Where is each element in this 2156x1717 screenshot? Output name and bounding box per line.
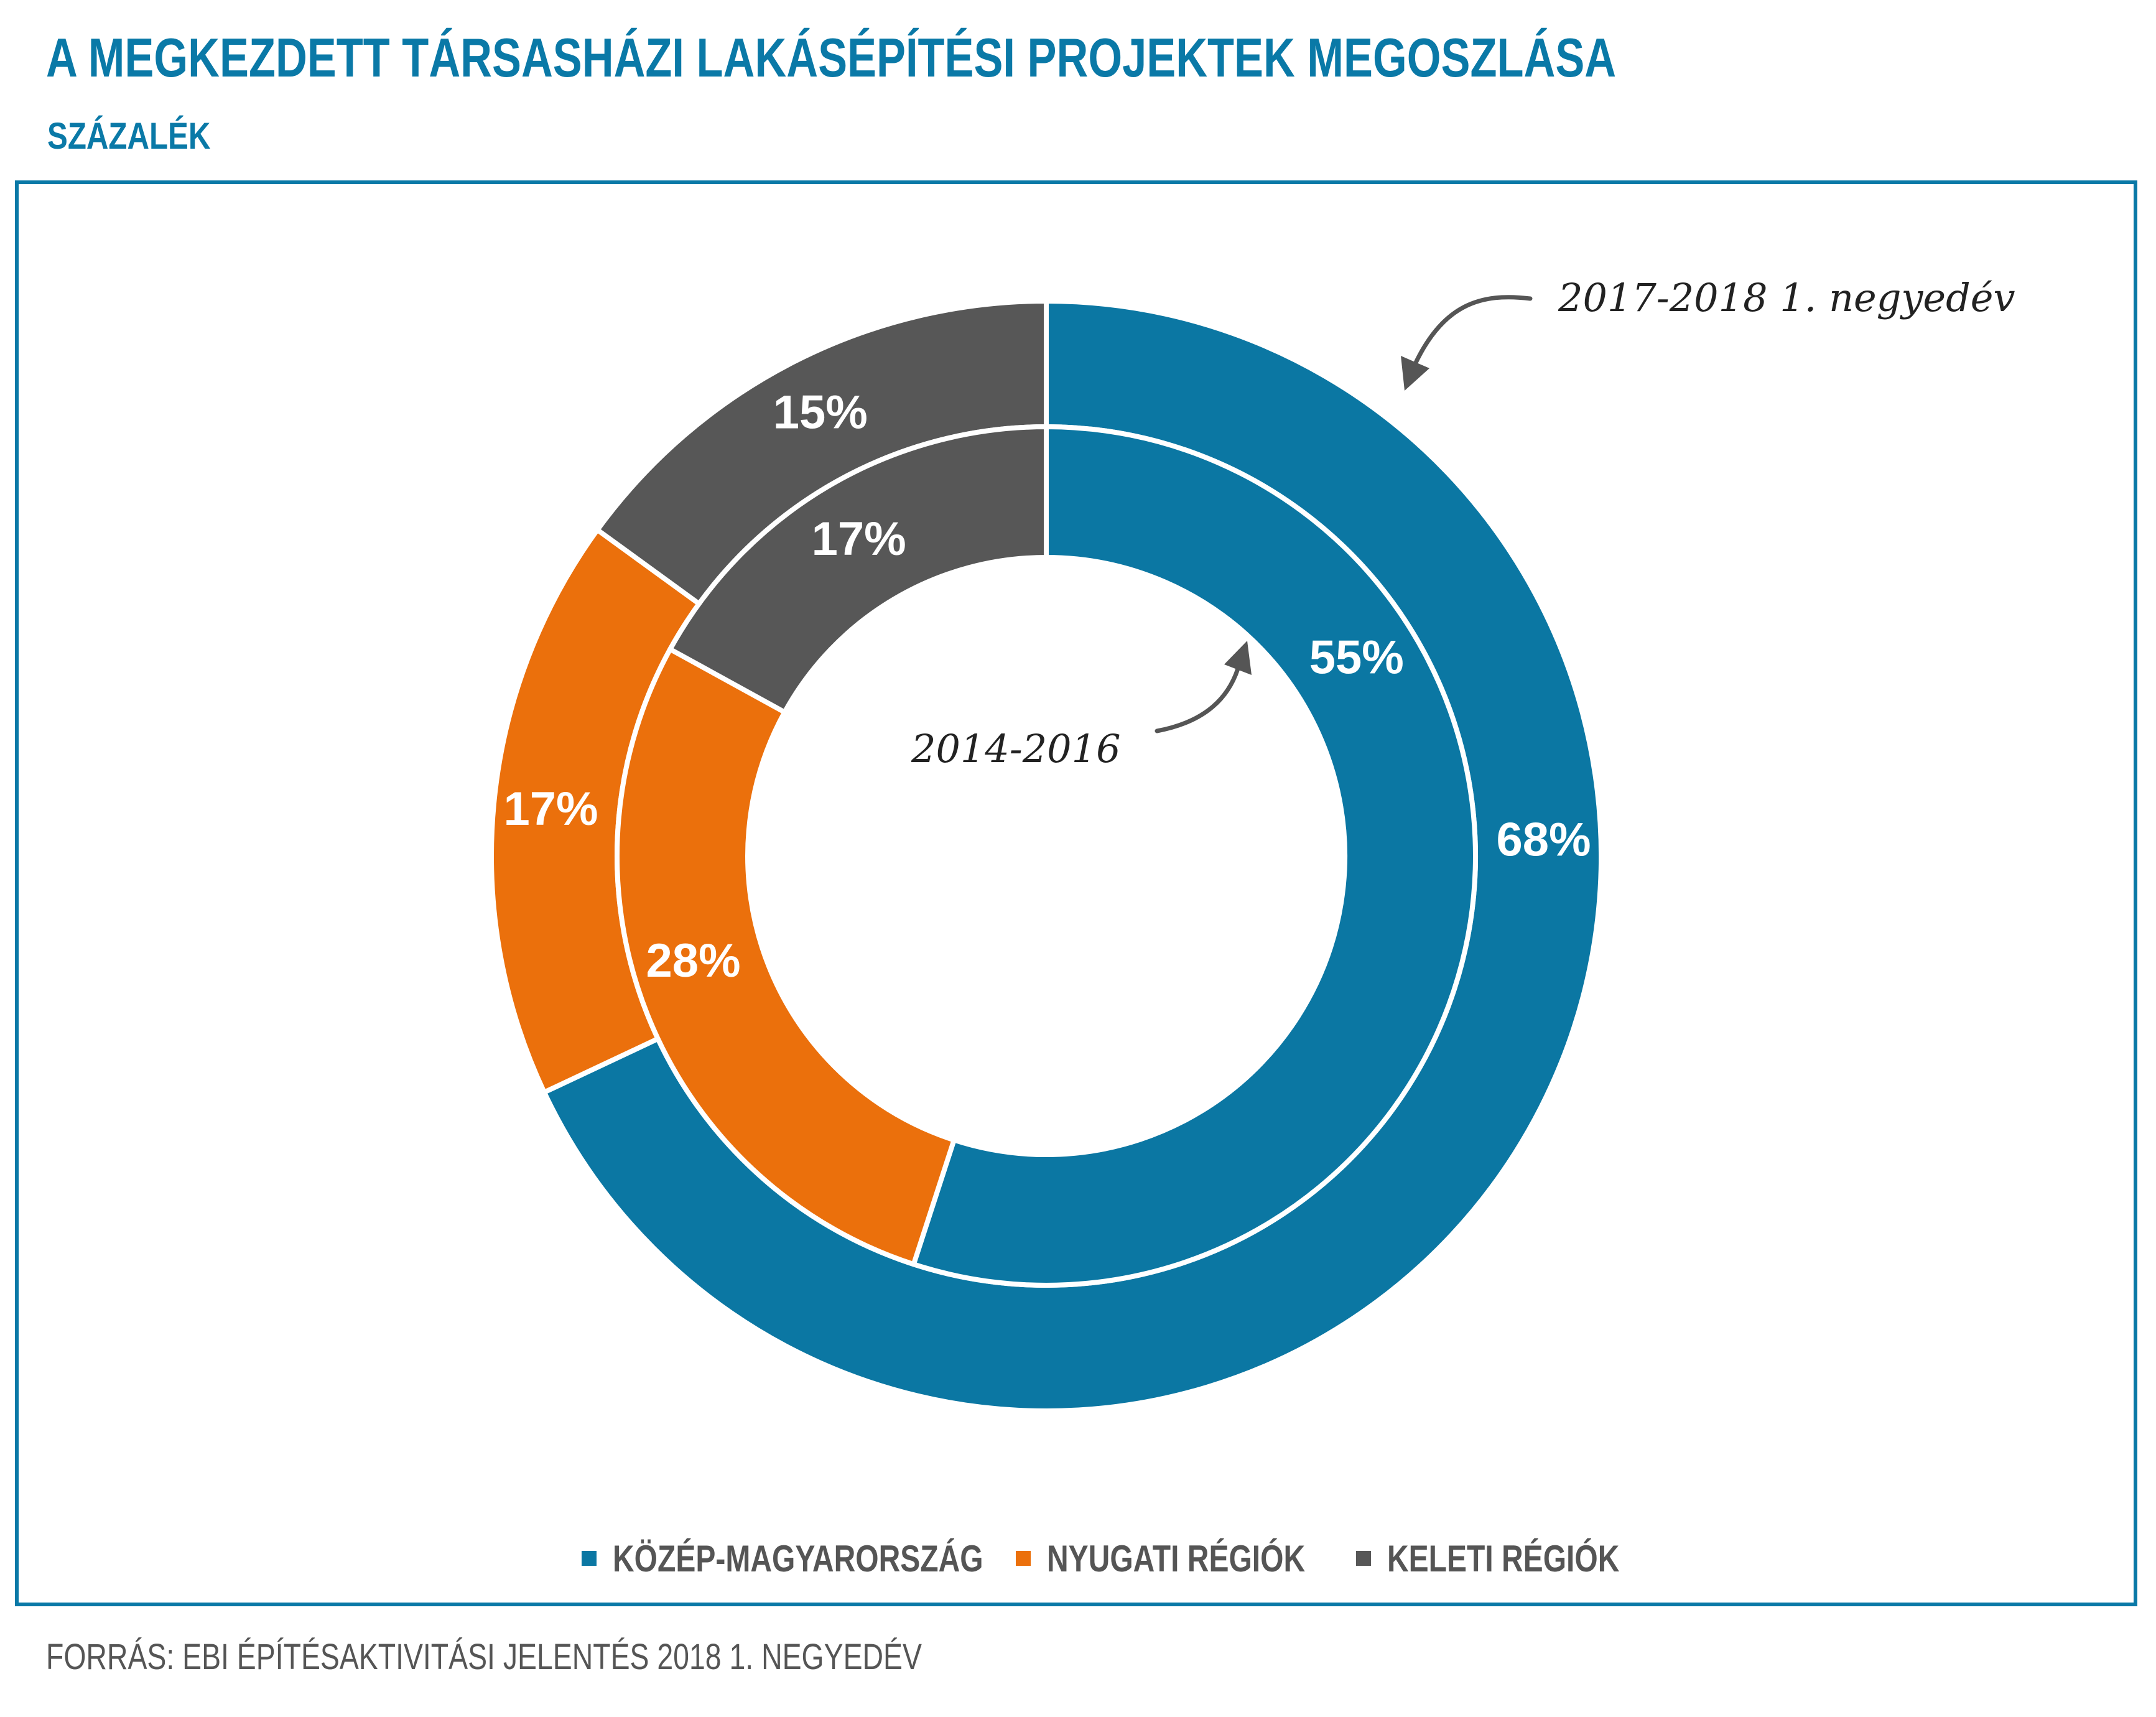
inner-slice-nyugati: [615, 646, 957, 1268]
legend-item-keleti: KELETI RÉGIÓK: [1356, 1533, 1678, 1583]
chart-title: A MEGKEZDETT TÁRSASHÁZI LAKÁSÉPÍTÉSI PRO…: [46, 27, 1617, 88]
legend-item-kozep: KÖZÉP-MAGYARORSZÁG: [582, 1533, 1076, 1583]
legend-item-nyugati: NYUGATI RÉGIÓK: [1016, 1533, 1370, 1583]
source-note: FORRÁS: EBI ÉPÍTÉSAKTIVITÁSI JELENTÉS 20…: [46, 1637, 922, 1677]
legend-label-nyugati: NYUGATI RÉGIÓK: [1047, 1537, 1306, 1580]
outer-label-nyugati: 17%: [503, 783, 598, 835]
chart-frame: [15, 180, 2137, 1606]
inner-slice-keleti: [666, 424, 1049, 716]
inner-ring: [615, 424, 1478, 1288]
slice-labels: 68% 17% 15% 55% 28% 17%: [503, 386, 1591, 988]
annotation-outer-arrowhead: [1401, 356, 1429, 391]
legend-label-keleti: KELETI RÉGIÓK: [1387, 1537, 1620, 1580]
inner-label-keleti: 17%: [812, 513, 906, 565]
legend-swatch-kozep: [582, 1551, 597, 1566]
annotation-inner: 2014-2016: [911, 726, 1121, 771]
annotation-inner-arrow: [1155, 666, 1240, 733]
legend-swatch-keleti: [1356, 1551, 1371, 1566]
outer-label-keleti: 15%: [773, 386, 868, 439]
chart-subtitle: SZÁZALÉK: [47, 115, 211, 157]
annotation-outer-arrow: [1413, 295, 1533, 366]
inner-label-nyugati: 28%: [646, 934, 740, 987]
legend-swatch-nyugati: [1016, 1551, 1031, 1566]
inner-slice-kozep: [910, 424, 1478, 1288]
annotation-outer: 2017-2018 1. negyedév: [1558, 275, 2015, 320]
annotation-inner-arrowhead: [1224, 641, 1252, 675]
inner-label-kozep: 55%: [1309, 631, 1404, 684]
outer-label-kozep: 68%: [1497, 813, 1591, 866]
legend-label-kozep: KÖZÉP-MAGYARORSZÁG: [613, 1537, 983, 1580]
legend: KÖZÉP-MAGYARORSZÁG NYUGATI RÉGIÓK KELETI…: [0, 1533, 2156, 1583]
